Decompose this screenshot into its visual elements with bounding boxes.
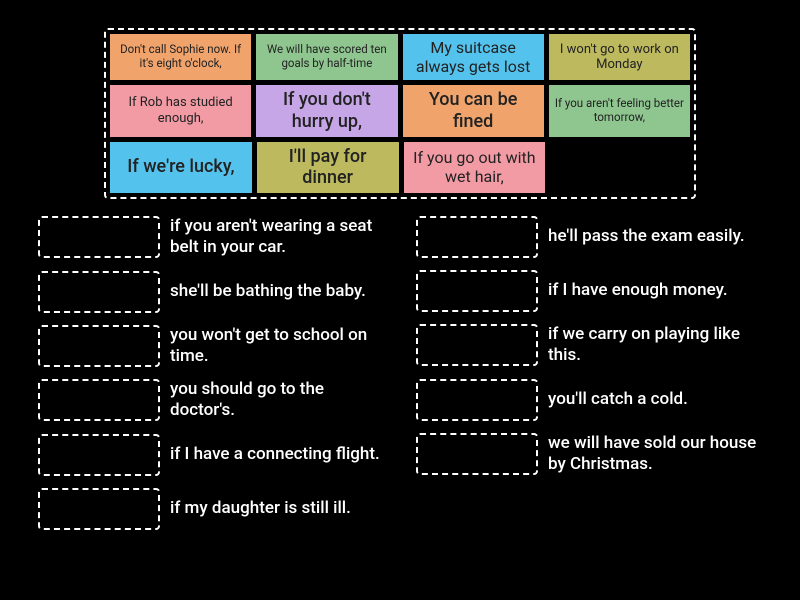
draggable-tile[interactable]: I won't go to work on Monday	[548, 33, 691, 81]
sentences-col-left: if you aren't wearing a seat belt in you…	[38, 216, 392, 530]
dropzone[interactable]	[416, 324, 538, 366]
sentence-row: we will have sold our house by Christmas…	[416, 433, 770, 476]
tile-row: If Rob has studied enough,If you don't h…	[109, 84, 691, 137]
sentence-text: if I have a connecting flight.	[170, 444, 380, 465]
draggable-tile[interactable]: My suitcase always gets lost	[402, 33, 545, 81]
sentence-row: you'll catch a cold.	[416, 379, 770, 421]
sentence-text: you won't get to school on time.	[170, 325, 392, 368]
tile-row: Don't call Sophie now. If it's eight o'c…	[109, 33, 691, 81]
sentence-row: he'll pass the exam easily.	[416, 216, 770, 258]
sentence-text: if you aren't wearing a seat belt in you…	[170, 216, 392, 259]
draggable-tile[interactable]: If we're lucky,	[109, 141, 253, 194]
sentence-text: if we carry on playing like this.	[548, 324, 770, 367]
dropzone[interactable]	[416, 216, 538, 258]
draggable-tile[interactable]: If Rob has studied enough,	[109, 84, 252, 137]
dropzone[interactable]	[38, 488, 160, 530]
dropzone[interactable]	[38, 271, 160, 313]
sentence-row: you won't get to school on time.	[38, 325, 392, 368]
sentence-row: if I have enough money.	[416, 270, 770, 312]
sentence-text: if my daughter is still ill.	[170, 498, 351, 519]
sentence-row: you should go to the doctor's.	[38, 379, 392, 422]
tile-blank	[549, 141, 691, 194]
tile-bank: Don't call Sophie now. If it's eight o'c…	[104, 28, 696, 199]
draggable-tile[interactable]: You can be fined	[402, 84, 545, 137]
draggable-tile[interactable]: If you go out with wet hair,	[403, 141, 547, 194]
tile-row: If we're lucky,I'll pay for dinnerIf you…	[109, 141, 691, 194]
dropzone[interactable]	[38, 434, 160, 476]
sentence-text: we will have sold our house by Christmas…	[548, 433, 770, 476]
sentences-area: if you aren't wearing a seat belt in you…	[38, 216, 770, 530]
draggable-tile[interactable]: We will have scored ten goals by half-ti…	[255, 33, 398, 81]
dropzone[interactable]	[38, 216, 160, 258]
sentence-row: if we carry on playing like this.	[416, 324, 770, 367]
draggable-tile[interactable]: If you don't hurry up,	[255, 84, 398, 137]
sentence-row: she'll be bathing the baby.	[38, 271, 392, 313]
sentence-row: if I have a connecting flight.	[38, 434, 392, 476]
draggable-tile[interactable]: I'll pay for dinner	[256, 141, 400, 194]
dropzone[interactable]	[38, 325, 160, 367]
sentence-text: he'll pass the exam easily.	[548, 226, 745, 247]
sentence-text: you should go to the doctor's.	[170, 379, 392, 422]
sentence-text: she'll be bathing the baby.	[170, 281, 366, 302]
sentence-text: if I have enough money.	[548, 280, 728, 301]
draggable-tile[interactable]: Don't call Sophie now. If it's eight o'c…	[109, 33, 252, 81]
dropzone[interactable]	[416, 270, 538, 312]
sentences-col-right: he'll pass the exam easily. if I have eno…	[416, 216, 770, 530]
sentence-text: you'll catch a cold.	[548, 389, 688, 410]
dropzone[interactable]	[38, 379, 160, 421]
draggable-tile[interactable]: If you aren't feeling better tomorrow,	[548, 84, 691, 137]
dropzone[interactable]	[416, 433, 538, 475]
dropzone[interactable]	[416, 379, 538, 421]
sentence-row: if my daughter is still ill.	[38, 488, 392, 530]
sentence-row: if you aren't wearing a seat belt in you…	[38, 216, 392, 259]
